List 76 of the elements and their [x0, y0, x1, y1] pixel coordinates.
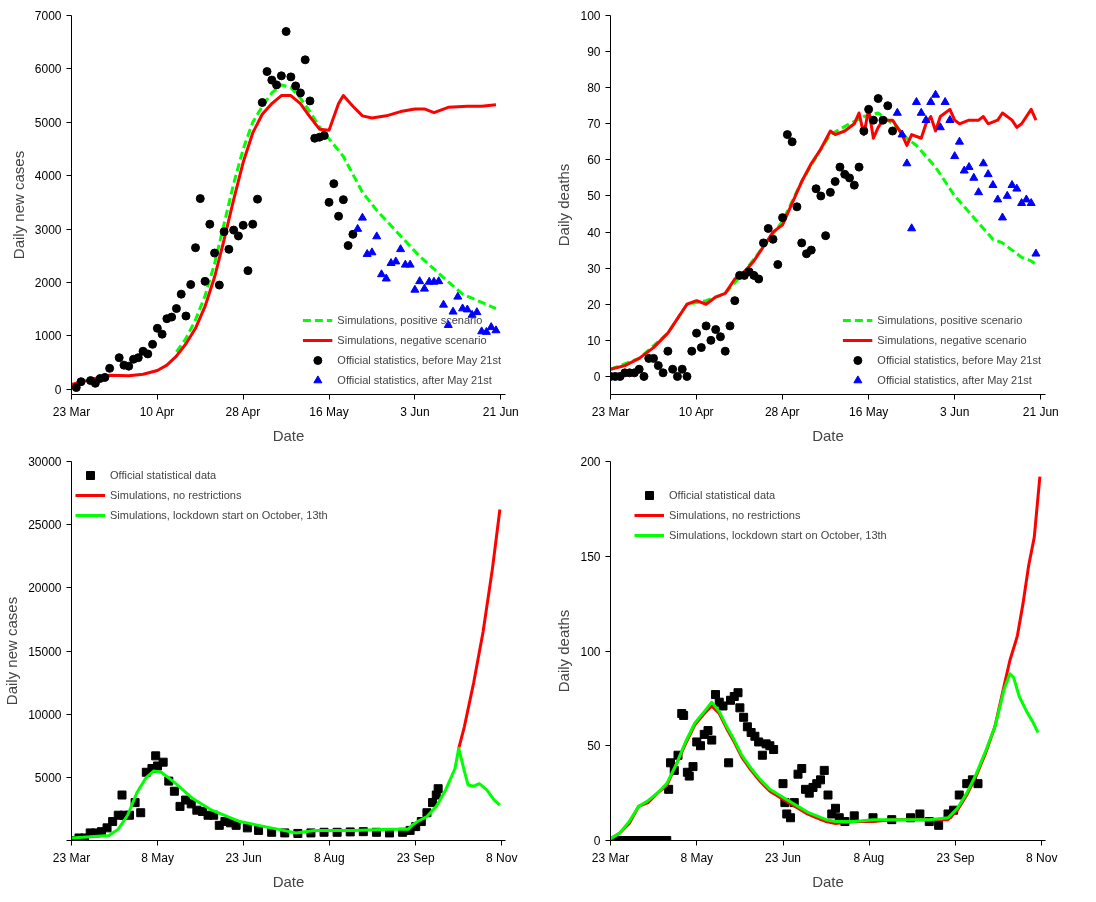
x-tick-label: 10 Apr	[139, 404, 175, 419]
y-tick-label: 100	[580, 9, 601, 23]
x-tick-label: 10 Apr	[678, 404, 714, 419]
y-tick-label: 50	[587, 739, 601, 754]
y-tick-label: 5000	[34, 770, 62, 785]
y-tick-label: 7000	[34, 9, 62, 23]
y-tick-label: 200	[580, 455, 601, 469]
y-tick-label: 30	[587, 261, 601, 276]
x-axis-title: Date	[272, 872, 305, 890]
y-tick-label: 30000	[28, 455, 62, 469]
x-axis-title: Date	[812, 872, 844, 890]
legend-label: Simulations, no restrictions	[669, 509, 801, 521]
x-tick-label: 3 Jun	[940, 404, 970, 419]
y-tick-label: 1000	[34, 329, 62, 344]
legend-label: Simulations, positive scenario	[337, 314, 483, 326]
y-tick-label: 70	[587, 117, 601, 132]
legend-label: Official statistics, after May 21st	[877, 374, 1032, 386]
x-tick-label: 8 Nov	[486, 850, 518, 865]
y-tick-label: 25000	[28, 518, 62, 533]
x-tick-label: 23 Sep	[396, 850, 436, 865]
y-tick-label: 90	[587, 45, 601, 60]
x-tick-label: 21 Jun	[1022, 404, 1059, 419]
x-tick-label: 8 Nov	[1026, 850, 1058, 865]
legend-label: Official statistics, after May 21st	[337, 374, 492, 386]
y-axis-title: Daily deaths	[555, 163, 573, 247]
y-tick-label: 80	[587, 81, 601, 96]
y-tick-label: 40	[587, 225, 601, 240]
y-tick-label: 50	[587, 189, 601, 204]
legend-label: Simulations, no restrictions	[110, 489, 242, 501]
x-axis-title: Date	[812, 426, 844, 444]
x-tick-label: 8 May	[141, 850, 174, 865]
x-tick-label: 8 Aug	[313, 850, 345, 865]
x-tick-label: 8 May	[680, 850, 714, 865]
x-tick-label: 23 Mar	[591, 404, 630, 419]
x-tick-label: 28 Apr	[225, 404, 261, 419]
y-tick-label: 100	[580, 644, 601, 659]
y-tick-label: 3000	[34, 222, 62, 237]
y-tick-label: 20000	[28, 581, 62, 596]
legend-label: Simulations, lockdown start on October, 13th	[110, 509, 328, 521]
y-tick-label: 2000	[34, 275, 62, 290]
x-tick-label: 23 Jun	[764, 850, 802, 865]
x-tick-label: 23 Jun	[225, 850, 262, 865]
legend-label: Official statistical data	[669, 489, 776, 501]
y-tick-label: 4000	[34, 169, 62, 184]
x-tick-label: 16 May	[848, 404, 889, 419]
y-tick-label: 5000	[34, 115, 62, 130]
x-tick-label: 23 Sep	[936, 850, 975, 865]
y-axis-title: Daily new cases	[9, 150, 27, 260]
x-tick-label: 3 Jun	[400, 404, 430, 419]
legend-label: Simulations, positive scenario	[877, 314, 1023, 326]
x-tick-label: 23 Mar	[591, 850, 630, 865]
y-tick-label: 0	[593, 369, 601, 384]
y-tick-label: 10000	[28, 707, 62, 722]
y-axis-title: Daily deaths	[555, 609, 573, 693]
y-tick-label: 20	[587, 297, 601, 312]
y-tick-label: 150	[580, 549, 601, 564]
y-tick-label: 0	[593, 834, 601, 848]
y-axis-title: Daily new cases	[3, 596, 21, 706]
x-tick-label: 23 Mar	[52, 404, 91, 419]
y-tick-label: 15000	[28, 644, 62, 659]
legend-label: Official statistical data	[110, 469, 217, 481]
legend-label: Official statistics, before May 21st	[877, 354, 1041, 366]
legend-label: Official statistics, before May 21st	[337, 354, 501, 366]
y-tick-label: 60	[587, 153, 601, 168]
y-tick-label: 0	[54, 382, 62, 397]
legend-label: Simulations, lockdown start on October, 13th	[669, 529, 887, 541]
x-tick-label: 28 Apr	[764, 404, 800, 419]
x-tick-label: 8 Aug	[853, 850, 885, 865]
x-tick-label: 21 Jun	[482, 404, 519, 419]
legend-label: Simulations, negative scenario	[877, 334, 1027, 346]
y-tick-label: 10	[587, 333, 601, 348]
x-tick-label: 23 Mar	[52, 850, 91, 865]
legend-label: Simulations, negative scenario	[337, 334, 487, 346]
x-axis-title: Date	[272, 426, 305, 444]
y-tick-label: 6000	[34, 62, 62, 77]
x-tick-label: 16 May	[309, 404, 349, 419]
